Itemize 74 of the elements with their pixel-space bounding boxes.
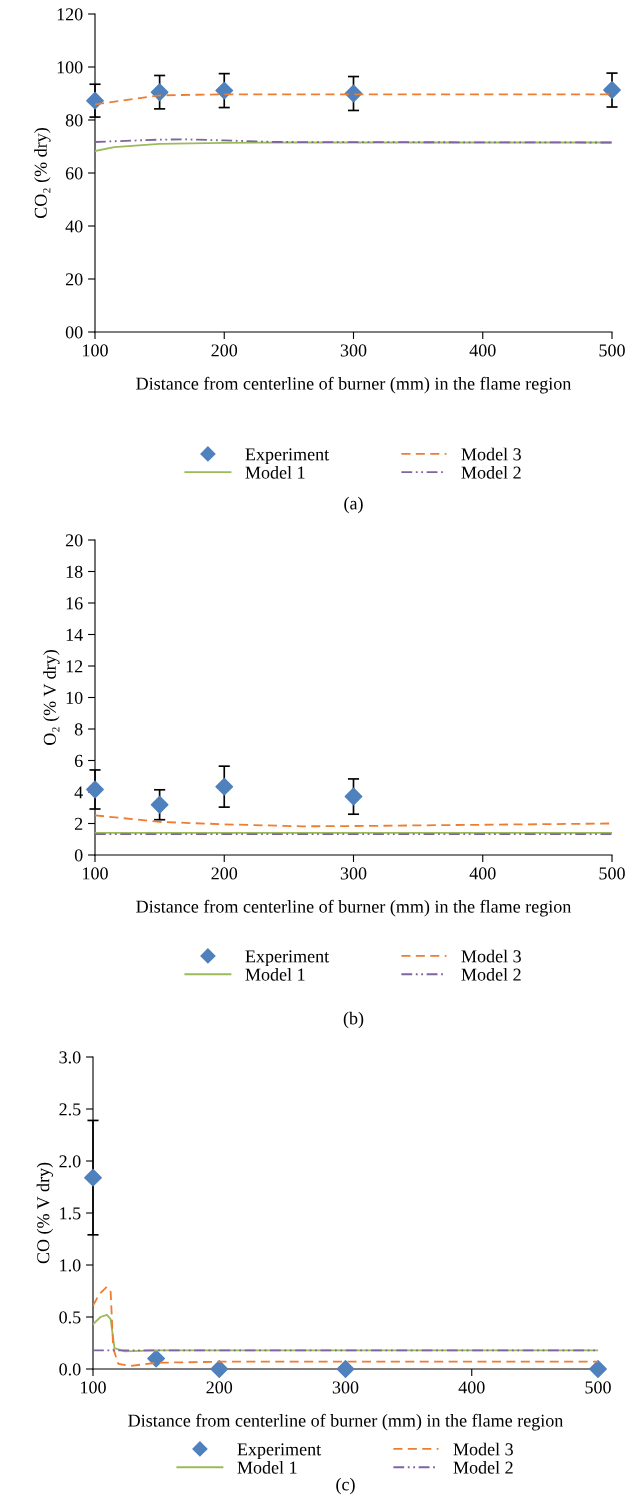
- point: [603, 81, 621, 99]
- point: [84, 1168, 102, 1187]
- text: (b): [343, 1011, 364, 1029]
- y-tick-label: 18: [66, 565, 83, 578]
- y-tick-label: 20: [65, 534, 83, 547]
- x-tick-label: 200: [206, 1381, 233, 1394]
- point: [150, 83, 169, 102]
- legend-label: Experiment: [245, 448, 330, 465]
- text: (c): [336, 1477, 355, 1495]
- legend-label: Model 2: [461, 466, 521, 479]
- x-tick-label: 300: [340, 344, 367, 357]
- y-tick-label: 40: [65, 220, 83, 233]
- legend-label: Model 2: [453, 1461, 513, 1474]
- x-axis-title: Distance from centerline of burner (mm) in the flame region: [136, 376, 572, 394]
- x-tick-label: 500: [585, 1381, 611, 1394]
- legend-label: Model 1: [237, 1461, 297, 1474]
- x-tick-label: 400: [469, 344, 496, 357]
- y-tick-label: 12: [66, 660, 83, 673]
- y-tick-label: 1.0: [60, 1259, 81, 1272]
- y-tick-label: 80: [65, 114, 83, 127]
- point: [215, 777, 234, 796]
- y-axis-title: O₂ (% V dry): [43, 650, 60, 745]
- y-axis-title: CO₂ (% dry): [34, 128, 51, 219]
- x-tick-label: 100: [83, 867, 108, 880]
- y-tick-label: 2.0: [59, 1155, 81, 1168]
- legend-label: Experiment: [245, 950, 330, 967]
- y-tick-label: 00: [65, 326, 83, 339]
- y-tick-label: 2: [74, 817, 83, 830]
- x-axis-title: Distance from centerline of burner (mm) in the flame region: [136, 899, 572, 917]
- y-tick-label: 3.0: [59, 1051, 81, 1064]
- point: [336, 1360, 355, 1378]
- x-tick-label: 500: [599, 344, 625, 357]
- point: [86, 91, 104, 110]
- point: [86, 780, 104, 799]
- y-tick-label: 4: [74, 786, 83, 799]
- y-tick-label: 1.5: [60, 1207, 81, 1220]
- text: (a): [344, 496, 363, 514]
- y-tick-label: 2.5: [59, 1103, 81, 1116]
- x-tick-label: 100: [83, 344, 108, 357]
- point: [215, 81, 234, 100]
- legend-label: Model 1: [245, 466, 305, 479]
- y-tick-label: 0.0: [59, 1363, 81, 1376]
- x-tick-label: 200: [211, 867, 238, 880]
- x-tick-label: 500: [599, 867, 625, 880]
- y-tick-label: 10: [66, 691, 83, 704]
- x-tick-label: 400: [458, 1381, 485, 1394]
- y-axis-title: CO (% V dry): [36, 1162, 54, 1264]
- y-tick-label: 20: [65, 273, 83, 286]
- legend-label: Model 3: [453, 1442, 513, 1456]
- legend-label: Model 3: [461, 447, 521, 461]
- legend-label: Model 1: [245, 968, 305, 981]
- point: [344, 787, 363, 806]
- legend-label: Experiment: [237, 1443, 322, 1460]
- x-axis-title: Distance from centerline of burner (mm) in the flame region: [128, 1413, 564, 1431]
- point: [147, 1349, 166, 1368]
- point: [150, 795, 169, 814]
- y-tick-label: 8: [74, 723, 83, 736]
- line-series: [95, 814, 612, 828]
- y-tick-label: 0.5: [59, 1311, 81, 1324]
- y-tick-label: 60: [65, 167, 83, 180]
- point: [589, 1360, 607, 1378]
- x-tick-label: 200: [211, 344, 238, 357]
- y-tick-label: 14: [66, 628, 83, 641]
- y-tick-label: 16: [66, 597, 83, 610]
- y-tick-label: 120: [57, 8, 83, 21]
- legend-label: Model 2: [461, 968, 521, 981]
- y-tick-label: 100: [57, 61, 83, 74]
- x-tick-label: 300: [332, 1381, 359, 1394]
- legend-label: Model 3: [461, 949, 521, 963]
- x-tick-label: 400: [469, 867, 496, 880]
- y-tick-label: 6: [74, 754, 83, 767]
- point: [210, 1360, 229, 1378]
- y-tick-label: 0: [74, 849, 83, 862]
- x-tick-label: 300: [340, 867, 367, 880]
